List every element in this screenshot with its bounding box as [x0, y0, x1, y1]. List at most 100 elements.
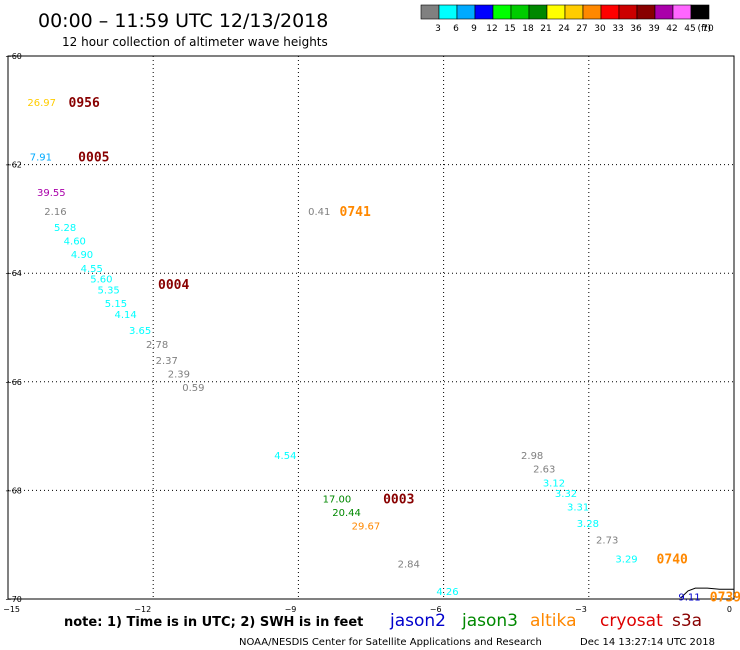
colorbar-legend: 3 6 9 12 15 18 21 24 27 30 33 36 39 42 45 70(ft): [420, 4, 714, 34]
latitude-tick-labels: −60 −62 −64 −66 −68 −70: [5, 52, 22, 604]
wave-height-point: 7.91: [30, 152, 52, 163]
wave-height-point: 4.60: [64, 237, 86, 248]
pass-time-labels: 0956 0005 0004 0741 0003 0740 0739: [69, 96, 740, 605]
footer-credit: NOAA/NESDIS Center for Satellite Applica…: [239, 637, 542, 648]
pass-time-label: 0741: [340, 205, 371, 220]
longitude-tick-labels: −15 −12 −9 −6 −3 0: [3, 605, 732, 614]
lon-tick-label: −9: [285, 605, 297, 614]
lon-tick-label: −12: [134, 605, 151, 614]
colorbar-tick-label: 15: [504, 24, 515, 34]
wave-height-point: 3.65: [129, 326, 151, 337]
lon-tick-label: 0: [727, 605, 732, 614]
lat-tick-label: −68: [5, 486, 22, 495]
wave-height-point: 5.35: [98, 285, 120, 296]
satellite-legend-altika: altika: [530, 611, 577, 631]
wave-height-point: 5.15: [105, 299, 127, 310]
colorbar-tick-label: 30: [594, 24, 606, 34]
lat-tick-label: −70: [5, 595, 22, 604]
colorbar-swatch-70: [690, 4, 710, 20]
colorbar-tick-label: 70: [702, 24, 714, 34]
chart-title: 00:00 – 11:59 UTC 12/13/2018: [38, 10, 328, 32]
satellite-legend-jason2: jason2: [389, 611, 446, 631]
lat-tick-label: −66: [5, 378, 22, 387]
wave-height-point: 4.54: [274, 451, 296, 462]
satellite-legend: jason2 jason3 altika cryosat s3a: [389, 611, 702, 631]
pass-time-label: 0956: [69, 96, 100, 111]
colorbar-swatch-39: [636, 4, 656, 20]
colorbar-tick-label: 21: [540, 24, 551, 34]
colorbar-tick-label: 12: [486, 24, 497, 34]
wave-height-point: 2.98: [521, 451, 543, 462]
wave-height-point: 2.39: [168, 370, 190, 381]
colorbar-swatch-33: [600, 4, 620, 20]
lat-tick-label: −62: [5, 161, 22, 170]
wave-height-point: 2.84: [398, 560, 420, 571]
wave-height-point: 4.90: [71, 250, 93, 261]
colorbar-swatch-15: [492, 4, 512, 20]
lon-tick-label: −15: [3, 605, 20, 614]
pass-time-label: 0004: [158, 278, 189, 293]
colorbar-tick-label: 3: [435, 24, 441, 34]
pass-time-label: 0005: [78, 150, 109, 165]
satellite-track: [680, 587, 734, 599]
note-text: note: 1) Time is in UTC; 2) SWH is in fe…: [64, 615, 363, 630]
colorbar-swatch-6: [438, 4, 458, 20]
colorbar-swatch-18: [510, 4, 530, 20]
wave-height-point: 0.41: [308, 207, 330, 218]
wave-height-point: 3.12: [543, 478, 565, 489]
pass-time-label: 0003: [383, 493, 414, 508]
wave-height-point: 2.37: [156, 356, 178, 367]
wave-height-point: 3.31: [567, 503, 589, 514]
satellite-legend-jason3: jason3: [461, 611, 518, 631]
wave-height-point: 4.26: [436, 587, 458, 598]
wave-height-point: 2.73: [596, 535, 618, 546]
wave-height-point: 3.29: [615, 554, 637, 565]
wave-height-point: 17.00: [323, 495, 352, 506]
lon-tick-label: −3: [575, 605, 587, 614]
colorbar-tick-label: 42: [666, 24, 677, 34]
colorbar-swatch-24: [546, 4, 566, 20]
colorbar-swatch-3: [420, 4, 440, 20]
wave-height-point: 26.97: [27, 98, 56, 109]
colorbar-swatch-45: [672, 4, 692, 20]
wave-height-point: 5.60: [90, 275, 112, 286]
plot-frame: [7, 55, 735, 600]
track-line: [680, 587, 734, 599]
colorbar-swatch-27: [564, 4, 584, 20]
wave-height-point: 2.63: [533, 465, 555, 476]
wave-height-point: 0.59: [182, 383, 204, 394]
colorbar-tick-label: 27: [576, 24, 587, 34]
footer-timestamp: Dec 14 13:27:14 UTC 2018: [580, 637, 715, 648]
wave-height-point: 2.16: [44, 207, 66, 218]
colorbar-swatch-30: [582, 4, 602, 20]
colorbar-tick-label: 24: [558, 24, 570, 34]
colorbar-tick-label: 36: [630, 24, 642, 34]
lon-tick-label: −6: [430, 605, 442, 614]
wave-height-point: 29.67: [352, 522, 381, 533]
wave-height-point: 5.28: [54, 223, 76, 234]
colorbar-tick-label: 33: [612, 24, 623, 34]
colorbar-swatch-36: [618, 4, 638, 20]
satellite-legend-cryosat: cryosat: [600, 611, 663, 631]
chart-subtitle: 12 hour collection of altimeter wave hei…: [62, 35, 328, 49]
map-grid: [8, 56, 734, 599]
colorbar-tick-label: 6: [453, 24, 459, 34]
pass-time-label: 0740: [657, 552, 688, 567]
lat-tick-label: −64: [5, 269, 22, 278]
wave-height-point: 2.78: [146, 340, 168, 351]
colorbar-swatch-12: [474, 4, 494, 20]
wave-height-point: 20.44: [332, 508, 361, 519]
pass-time-label: 0739: [710, 590, 740, 605]
colorbar-unit: (ft): [697, 24, 711, 34]
wave-height-point: 9.11: [678, 592, 700, 603]
wave-height-labels: 26.977.9139.552.165.284.604.904.555.605.…: [27, 98, 700, 603]
colorbar-tick-label: 45: [684, 24, 695, 34]
wave-height-point: 4.55: [81, 264, 103, 275]
colorbar-tick-label: 18: [522, 24, 534, 34]
wave-height-point: 3.32: [555, 489, 577, 500]
satellite-legend-s3a: s3a: [672, 611, 702, 631]
colorbar-swatch-42: [654, 4, 674, 20]
wave-height-point: 39.55: [37, 188, 66, 199]
colorbar-tick-label: 39: [648, 24, 660, 34]
